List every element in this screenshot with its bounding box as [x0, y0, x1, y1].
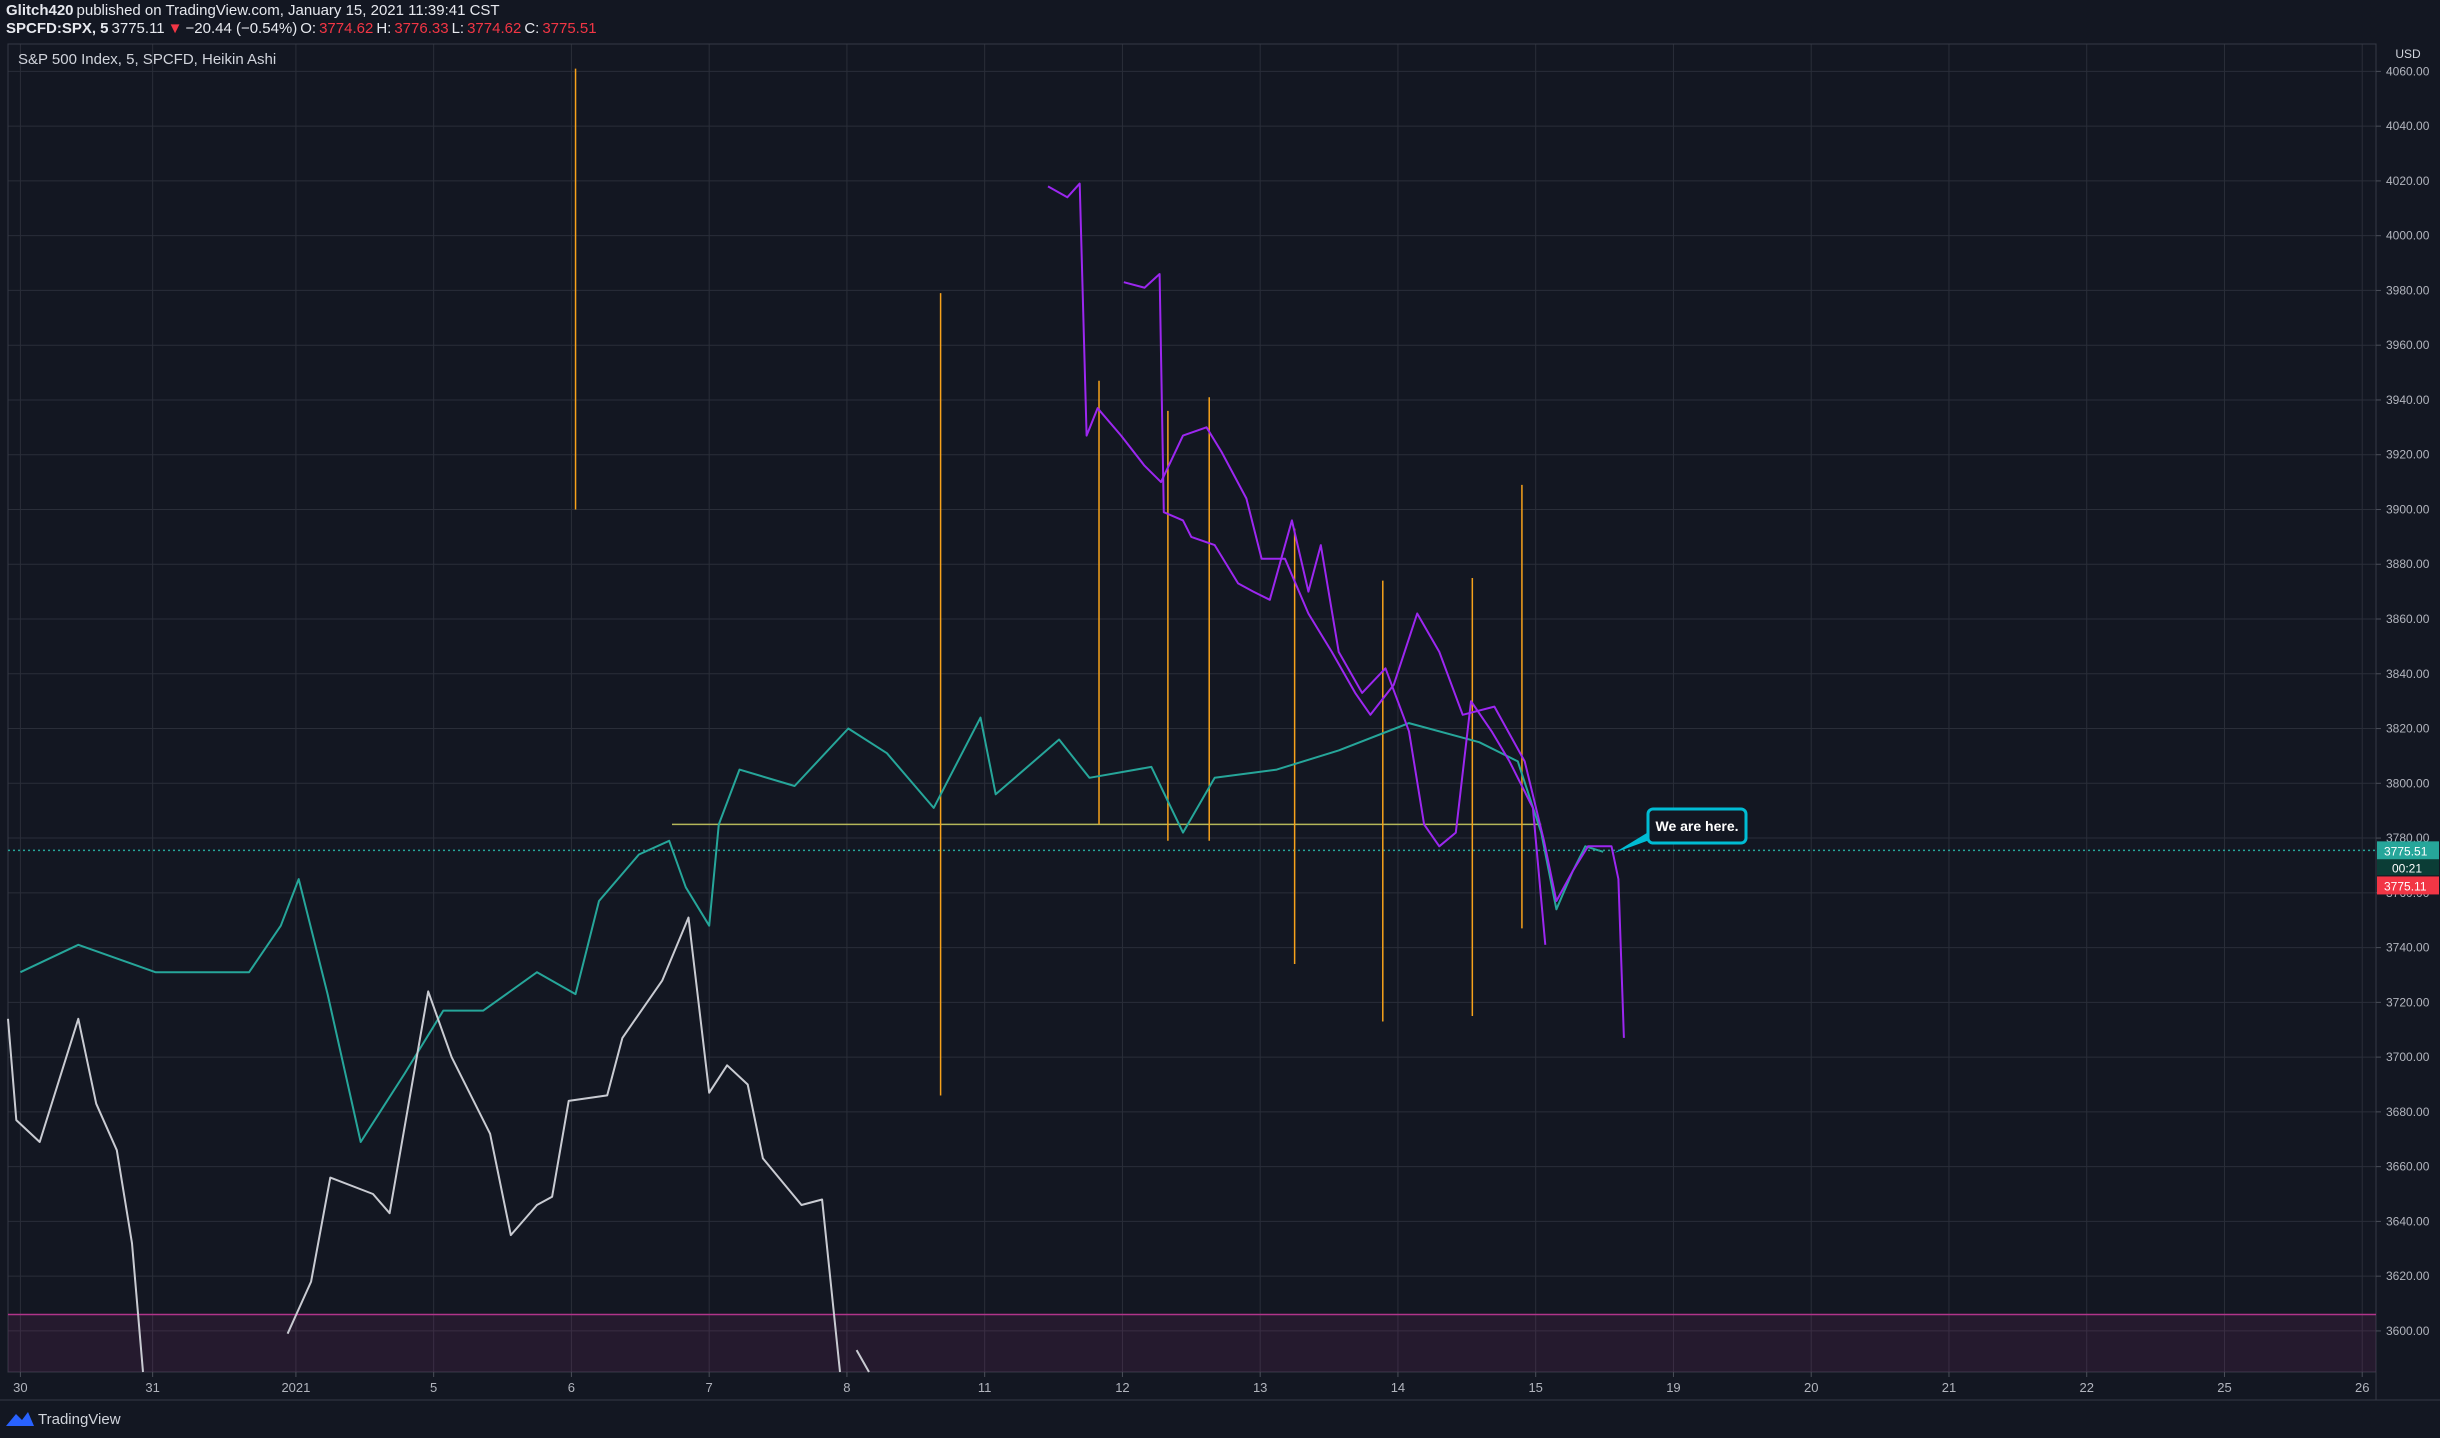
- price-label-box: [2377, 841, 2439, 860]
- price-label: 3775.51: [2384, 844, 2428, 858]
- series-line: [1047, 182, 1625, 1038]
- x-tick-label: 8: [843, 1380, 850, 1395]
- brand-logo: [6, 1412, 34, 1426]
- series-line: [7, 1017, 144, 1373]
- y-tick-label: 3920.00: [2386, 448, 2430, 462]
- x-tick-label: 14: [1391, 1380, 1405, 1395]
- y-tick-label: 3980.00: [2386, 283, 2430, 297]
- series-line: [286, 916, 841, 1373]
- high: 3776.33: [394, 20, 449, 37]
- y-tick-label: 3860.00: [2386, 612, 2430, 626]
- author: Glitch420: [6, 2, 74, 19]
- h-label: H:: [376, 20, 392, 37]
- callout-pointer: [1614, 828, 1655, 853]
- plot-frame: [7, 43, 2377, 1373]
- x-tick-label: 5: [430, 1380, 437, 1395]
- x-tick-label: 22: [2079, 1380, 2093, 1395]
- y-tick-label: 3960.00: [2386, 338, 2430, 352]
- y-tick-label: 4060.00: [2386, 64, 2430, 78]
- x-tick-label: 7: [706, 1380, 713, 1395]
- x-tick-label: 13: [1253, 1380, 1267, 1395]
- y-tick-label: 3800.00: [2386, 776, 2430, 790]
- c-label: C:: [524, 20, 540, 37]
- brand: TradingView: [38, 1411, 121, 1428]
- series-line: [855, 1349, 870, 1373]
- y-tick-label: 3600.00: [2386, 1324, 2430, 1338]
- open: 3774.62: [319, 20, 374, 37]
- x-tick-label: 21: [1942, 1380, 1956, 1395]
- x-tick-label: 19: [1666, 1380, 1680, 1395]
- x-tick-label: 15: [1528, 1380, 1542, 1395]
- symbol: SPCFD:SPX, 5: [6, 20, 109, 37]
- y-tick-label: 3740.00: [2386, 941, 2430, 955]
- last: 3775.11: [111, 20, 165, 37]
- header: Glitch420 published on TradingView.com, J…: [6, 2, 600, 38]
- series-line: [1123, 273, 1547, 945]
- o-label: O:: [300, 20, 317, 37]
- publish-line: Glitch420 published on TradingView.com, J…: [6, 2, 600, 20]
- y-tick-label: 3900.00: [2386, 502, 2430, 516]
- published: published on TradingView.com, January 15…: [76, 2, 500, 19]
- price-label-box: [2377, 876, 2439, 895]
- arrow: ▼: [167, 20, 183, 37]
- l-label: L:: [451, 20, 465, 37]
- x-tick-label: 26: [2355, 1380, 2369, 1395]
- y-tick-label: 3700.00: [2386, 1050, 2430, 1064]
- y-tick-label: 3720.00: [2386, 995, 2430, 1009]
- y-tick-label: 3880.00: [2386, 557, 2430, 571]
- x-tick-label: 11: [978, 1380, 992, 1395]
- x-tick-label: 6: [568, 1380, 575, 1395]
- chart-title: S&P 500 Index, 5, SPCFD, Heikin Ashi: [18, 51, 276, 68]
- x-tick-label: 12: [1115, 1380, 1129, 1395]
- price-label: 3775.11: [2384, 879, 2427, 893]
- x-tick-label: 25: [2217, 1380, 2231, 1395]
- x-tick-label: 2021: [281, 1380, 310, 1395]
- y-tick-label: 4040.00: [2386, 119, 2430, 133]
- close: 3775.51: [542, 20, 597, 37]
- x-tick-label: 31: [145, 1380, 159, 1395]
- quote-line: SPCFD:SPX, 5 3775.11 ▼ −20.44 (−0.54%) O: 377…: [6, 20, 600, 38]
- callout-text: We are here.: [1655, 818, 1738, 834]
- y-tick-label: 3840.00: [2386, 667, 2430, 681]
- y-tick-label: 4020.00: [2386, 174, 2430, 188]
- y-tick-label: 3820.00: [2386, 722, 2430, 736]
- series-line: [19, 716, 1604, 1143]
- y-tick-label: 3660.00: [2386, 1160, 2430, 1174]
- y-tick-label: 4000.00: [2386, 229, 2430, 243]
- y-tick-label: 3640.00: [2386, 1214, 2430, 1228]
- x-tick-label: 30: [13, 1380, 27, 1395]
- y-tick-label: 3680.00: [2386, 1105, 2430, 1119]
- y-tick-label: 3620.00: [2386, 1269, 2430, 1283]
- low: 3774.62: [467, 20, 522, 37]
- countdown: 00:21: [2392, 861, 2422, 875]
- callout-box: [1646, 807, 1748, 845]
- change: −20.44 (−0.54%): [185, 20, 298, 37]
- x-tick-label: 20: [1804, 1380, 1818, 1395]
- countdown-box: [2377, 859, 2439, 876]
- currency: USD: [2395, 47, 2421, 61]
- y-tick-label: 3940.00: [2386, 393, 2430, 407]
- zone-fill: [8, 1314, 2376, 1372]
